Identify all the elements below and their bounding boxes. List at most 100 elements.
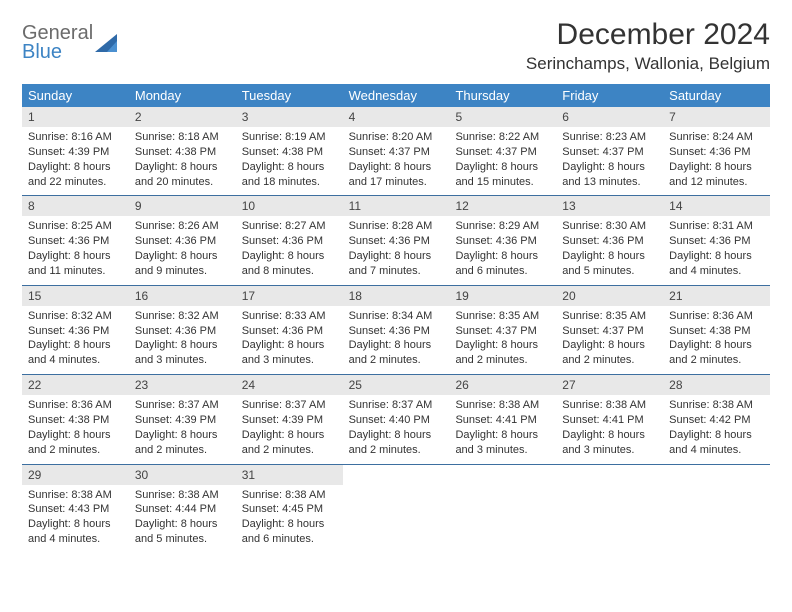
sunset-text: Sunset: 4:38 PM [669, 324, 764, 339]
calendar-cell: 31Sunrise: 8:38 AMSunset: 4:45 PMDayligh… [236, 465, 343, 553]
daylight-text: Daylight: 8 hours and 6 minutes. [242, 517, 337, 547]
sunrise-text: Sunrise: 8:29 AM [455, 219, 550, 234]
day-details: Sunrise: 8:35 AMSunset: 4:37 PMDaylight:… [449, 309, 556, 368]
day-number: 30 [129, 465, 236, 485]
daylight-text: Daylight: 8 hours and 2 minutes. [669, 338, 764, 368]
sunset-text: Sunset: 4:37 PM [455, 145, 550, 160]
calendar-cell: 11Sunrise: 8:28 AMSunset: 4:36 PMDayligh… [343, 196, 450, 284]
calendar-cell [449, 465, 556, 553]
day-number: 25 [343, 375, 450, 395]
sunrise-text: Sunrise: 8:33 AM [242, 309, 337, 324]
daylight-text: Daylight: 8 hours and 9 minutes. [135, 249, 230, 279]
day-details: Sunrise: 8:37 AMSunset: 4:39 PMDaylight:… [129, 398, 236, 457]
daylight-text: Daylight: 8 hours and 4 minutes. [28, 338, 123, 368]
day-details: Sunrise: 8:38 AMSunset: 4:42 PMDaylight:… [663, 398, 770, 457]
sunset-text: Sunset: 4:37 PM [562, 324, 657, 339]
daylight-text: Daylight: 8 hours and 11 minutes. [28, 249, 123, 279]
sunrise-text: Sunrise: 8:38 AM [28, 488, 123, 503]
day-details: Sunrise: 8:22 AMSunset: 4:37 PMDaylight:… [449, 130, 556, 189]
daylight-text: Daylight: 8 hours and 22 minutes. [28, 160, 123, 190]
sunset-text: Sunset: 4:43 PM [28, 502, 123, 517]
calendar-cell: 18Sunrise: 8:34 AMSunset: 4:36 PMDayligh… [343, 286, 450, 374]
sunrise-text: Sunrise: 8:38 AM [242, 488, 337, 503]
calendar-cell: 1Sunrise: 8:16 AMSunset: 4:39 PMDaylight… [22, 107, 129, 195]
calendar: Sunday Monday Tuesday Wednesday Thursday… [22, 84, 770, 553]
day-details: Sunrise: 8:20 AMSunset: 4:37 PMDaylight:… [343, 130, 450, 189]
sunrise-text: Sunrise: 8:20 AM [349, 130, 444, 145]
sunset-text: Sunset: 4:39 PM [135, 413, 230, 428]
calendar-cell [343, 465, 450, 553]
day-details: Sunrise: 8:24 AMSunset: 4:36 PMDaylight:… [663, 130, 770, 189]
sunset-text: Sunset: 4:37 PM [349, 145, 444, 160]
day-details: Sunrise: 8:31 AMSunset: 4:36 PMDaylight:… [663, 219, 770, 278]
sunset-text: Sunset: 4:36 PM [28, 324, 123, 339]
page-header: General Blue December 2024 Serinchamps, … [22, 18, 770, 74]
sunset-text: Sunset: 4:36 PM [669, 145, 764, 160]
calendar-cell: 17Sunrise: 8:33 AMSunset: 4:36 PMDayligh… [236, 286, 343, 374]
sunset-text: Sunset: 4:41 PM [455, 413, 550, 428]
daylight-text: Daylight: 8 hours and 2 minutes. [242, 428, 337, 458]
day-details: Sunrise: 8:29 AMSunset: 4:36 PMDaylight:… [449, 219, 556, 278]
calendar-week: 22Sunrise: 8:36 AMSunset: 4:38 PMDayligh… [22, 375, 770, 464]
calendar-cell: 19Sunrise: 8:35 AMSunset: 4:37 PMDayligh… [449, 286, 556, 374]
day-details: Sunrise: 8:38 AMSunset: 4:45 PMDaylight:… [236, 488, 343, 547]
sunrise-text: Sunrise: 8:24 AM [669, 130, 764, 145]
daylight-text: Daylight: 8 hours and 2 minutes. [28, 428, 123, 458]
day-number: 29 [22, 465, 129, 485]
sunset-text: Sunset: 4:41 PM [562, 413, 657, 428]
calendar-cell: 30Sunrise: 8:38 AMSunset: 4:44 PMDayligh… [129, 465, 236, 553]
day-details: Sunrise: 8:33 AMSunset: 4:36 PMDaylight:… [236, 309, 343, 368]
sunset-text: Sunset: 4:38 PM [135, 145, 230, 160]
sunset-text: Sunset: 4:45 PM [242, 502, 337, 517]
day-number: 18 [343, 286, 450, 306]
day-number: 26 [449, 375, 556, 395]
day-number: 2 [129, 107, 236, 127]
day-number: 5 [449, 107, 556, 127]
daylight-text: Daylight: 8 hours and 2 minutes. [349, 338, 444, 368]
sunset-text: Sunset: 4:36 PM [28, 234, 123, 249]
sunset-text: Sunset: 4:38 PM [242, 145, 337, 160]
day-number: 22 [22, 375, 129, 395]
day-details: Sunrise: 8:25 AMSunset: 4:36 PMDaylight:… [22, 219, 129, 278]
sunrise-text: Sunrise: 8:36 AM [28, 398, 123, 413]
daylight-text: Daylight: 8 hours and 2 minutes. [455, 338, 550, 368]
sunset-text: Sunset: 4:37 PM [455, 324, 550, 339]
sunrise-text: Sunrise: 8:25 AM [28, 219, 123, 234]
sunrise-text: Sunrise: 8:16 AM [28, 130, 123, 145]
day-number: 8 [22, 196, 129, 216]
sunrise-text: Sunrise: 8:28 AM [349, 219, 444, 234]
daylight-text: Daylight: 8 hours and 5 minutes. [562, 249, 657, 279]
sunset-text: Sunset: 4:36 PM [135, 234, 230, 249]
daylight-text: Daylight: 8 hours and 4 minutes. [669, 249, 764, 279]
calendar-cell: 10Sunrise: 8:27 AMSunset: 4:36 PMDayligh… [236, 196, 343, 284]
day-header-tue: Tuesday [236, 84, 343, 107]
calendar-cell: 12Sunrise: 8:29 AMSunset: 4:36 PMDayligh… [449, 196, 556, 284]
day-details: Sunrise: 8:38 AMSunset: 4:41 PMDaylight:… [449, 398, 556, 457]
daylight-text: Daylight: 8 hours and 3 minutes. [562, 428, 657, 458]
sunset-text: Sunset: 4:44 PM [135, 502, 230, 517]
sunrise-text: Sunrise: 8:32 AM [28, 309, 123, 324]
day-number: 14 [663, 196, 770, 216]
logo-text: General Blue [22, 24, 93, 62]
day-number: 7 [663, 107, 770, 127]
day-number: 9 [129, 196, 236, 216]
day-number: 20 [556, 286, 663, 306]
calendar-cell: 5 Sunrise: 8:22 AMSunset: 4:37 PMDaylight… [449, 107, 556, 195]
calendar-cell: 27Sunrise: 8:38 AMSunset: 4:41 PMDayligh… [556, 375, 663, 463]
sunrise-text: Sunrise: 8:18 AM [135, 130, 230, 145]
calendar-week: 15Sunrise: 8:32 AMSunset: 4:36 PMDayligh… [22, 286, 770, 375]
calendar-cell: 23Sunrise: 8:37 AMSunset: 4:39 PMDayligh… [129, 375, 236, 463]
sunset-text: Sunset: 4:36 PM [455, 234, 550, 249]
title-block: December 2024 Serinchamps, Wallonia, Bel… [526, 18, 770, 74]
sunset-text: Sunset: 4:42 PM [669, 413, 764, 428]
calendar-cell [663, 465, 770, 553]
day-details: Sunrise: 8:36 AMSunset: 4:38 PMDaylight:… [663, 309, 770, 368]
sunrise-text: Sunrise: 8:23 AM [562, 130, 657, 145]
daylight-text: Daylight: 8 hours and 7 minutes. [349, 249, 444, 279]
day-number: 6 [556, 107, 663, 127]
day-header-thu: Thursday [449, 84, 556, 107]
sunrise-text: Sunrise: 8:38 AM [669, 398, 764, 413]
sunset-text: Sunset: 4:36 PM [669, 234, 764, 249]
day-header-fri: Friday [556, 84, 663, 107]
calendar-cell: 14 Sunrise: 8:31 AMSunset: 4:36 PMDayligh… [663, 196, 770, 284]
